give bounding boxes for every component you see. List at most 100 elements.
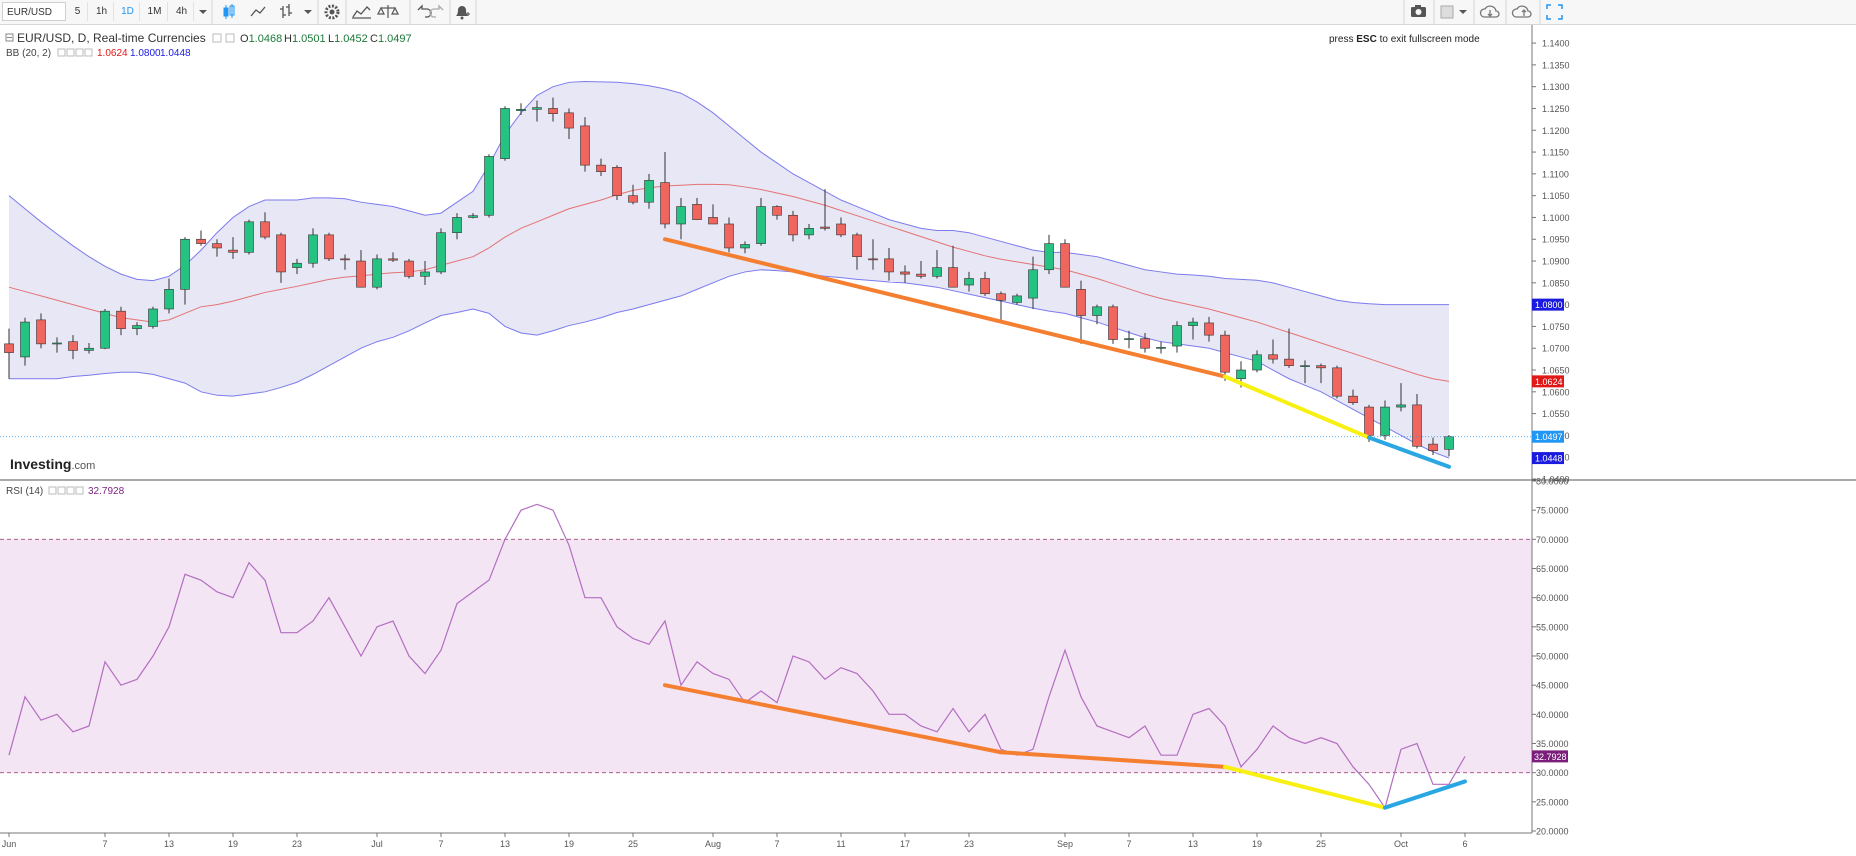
candle[interactable] <box>1396 383 1406 412</box>
eye-icon[interactable] <box>48 486 57 495</box>
trendline-yellow[interactable] <box>1223 764 1387 810</box>
dropdown-icon[interactable] <box>304 10 312 14</box>
candle[interactable] <box>516 103 526 116</box>
candle[interactable] <box>1220 330 1230 381</box>
settings-icon[interactable] <box>57 486 66 495</box>
candle[interactable] <box>308 228 318 268</box>
candle[interactable] <box>740 241 750 254</box>
candle[interactable] <box>1252 350 1262 373</box>
candle[interactable] <box>1060 239 1070 288</box>
candle[interactable] <box>244 219 254 255</box>
candle[interactable] <box>1332 365 1342 399</box>
candle[interactable] <box>756 197 766 246</box>
candle[interactable] <box>1092 304 1102 325</box>
price-pane[interactable] <box>0 80 1532 469</box>
trendline-blue[interactable] <box>1383 779 1467 810</box>
candle[interactable] <box>692 197 702 220</box>
candle[interactable] <box>900 265 910 283</box>
candle[interactable] <box>1412 393 1422 449</box>
candle[interactable] <box>148 306 158 329</box>
candle[interactable] <box>804 223 814 240</box>
candle[interactable] <box>932 250 942 279</box>
rsi-pane[interactable] <box>0 503 1532 810</box>
candle[interactable] <box>708 204 718 225</box>
candle[interactable] <box>948 245 958 288</box>
interval-1h[interactable]: 1h <box>90 2 114 21</box>
gear-icon[interactable] <box>324 4 340 20</box>
candle[interactable] <box>212 239 222 257</box>
candle[interactable] <box>724 217 734 253</box>
candle[interactable] <box>1156 341 1166 354</box>
bar-chart-icon[interactable] <box>280 4 292 18</box>
candle[interactable] <box>1284 328 1294 368</box>
settings-icon[interactable] <box>66 48 75 57</box>
candle[interactable] <box>1188 317 1198 340</box>
candle[interactable] <box>772 205 782 220</box>
candle[interactable] <box>644 173 654 209</box>
interval-1d[interactable]: 1D <box>116 2 140 21</box>
alert-icon[interactable] <box>456 6 470 20</box>
candle[interactable] <box>1204 316 1214 342</box>
candle[interactable] <box>420 261 430 286</box>
candle[interactable] <box>132 322 142 336</box>
candle[interactable] <box>84 342 94 354</box>
candle[interactable] <box>628 184 638 205</box>
candle[interactable] <box>404 258 414 279</box>
fullscreen-icon[interactable] <box>1546 4 1563 20</box>
candle[interactable] <box>612 165 622 201</box>
redo-icon[interactable] <box>429 4 444 18</box>
price-axis[interactable]: 1.1400 1.1350 1.1300 1.1250 1.1200 1.1150 1.11… <box>1531 25 1570 837</box>
candle[interactable] <box>52 337 62 353</box>
candle[interactable] <box>324 232 334 262</box>
candle[interactable] <box>676 197 686 240</box>
close-icon[interactable] <box>66 486 75 495</box>
time-axis[interactable]: Jun 7 13 19 23 Jul 7 13 19 25 Aug 7 11 17 23 Sep 7 13 19 25… <box>0 832 1532 849</box>
candle[interactable] <box>196 230 206 246</box>
candle[interactable] <box>292 258 302 275</box>
trendline-yellow[interactable] <box>1223 374 1371 440</box>
candle[interactable] <box>1108 304 1118 344</box>
candle[interactable] <box>500 106 510 161</box>
collapse-icon[interactable] <box>5 33 14 42</box>
trendline-orange[interactable] <box>999 750 1227 769</box>
candle[interactable] <box>372 254 382 290</box>
candle[interactable] <box>852 232 862 270</box>
more-icon[interactable] <box>84 48 93 57</box>
settings-icon[interactable] <box>212 33 222 43</box>
candle[interactable] <box>788 210 798 242</box>
candle[interactable] <box>1124 330 1134 349</box>
candle[interactable] <box>68 335 78 360</box>
candle[interactable] <box>388 252 398 262</box>
candle[interactable] <box>596 158 606 177</box>
trendline-orange[interactable] <box>663 237 1227 379</box>
candle[interactable] <box>1140 332 1150 353</box>
candle[interactable] <box>964 271 974 292</box>
eye-icon[interactable] <box>57 48 66 57</box>
dropdown-icon[interactable] <box>199 10 207 14</box>
undo-icon[interactable] <box>417 4 432 18</box>
area-chart-icon[interactable] <box>352 6 371 19</box>
candle[interactable] <box>1300 360 1310 384</box>
candle[interactable] <box>468 213 478 219</box>
candle[interactable] <box>820 189 830 231</box>
candle[interactable] <box>884 247 894 281</box>
candle[interactable] <box>484 154 494 218</box>
candle[interactable] <box>340 254 350 270</box>
interval-4h[interactable]: 4h <box>170 2 194 21</box>
candle[interactable] <box>1012 293 1022 305</box>
candle[interactable] <box>36 313 46 349</box>
line-chart-icon[interactable] <box>250 6 266 17</box>
cloud-download-icon[interactable] <box>1479 5 1500 18</box>
color-square-icon[interactable] <box>1440 5 1454 19</box>
candle[interactable] <box>260 212 270 240</box>
candle[interactable] <box>868 239 878 270</box>
candle[interactable] <box>180 237 190 305</box>
trendline-blue[interactable] <box>1367 435 1451 469</box>
candles-icon[interactable] <box>223 4 235 19</box>
dropdown-icon[interactable] <box>1459 10 1467 14</box>
candle[interactable] <box>1380 400 1390 440</box>
camera-icon[interactable] <box>1411 5 1426 17</box>
candle[interactable] <box>1428 437 1438 456</box>
candle[interactable] <box>4 328 14 379</box>
candle[interactable] <box>916 261 926 279</box>
